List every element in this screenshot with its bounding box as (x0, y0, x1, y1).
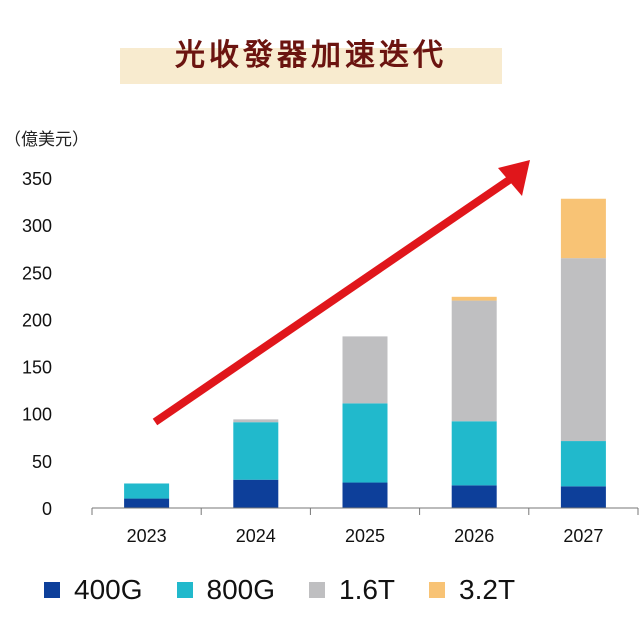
bar-2023-400G (124, 498, 170, 508)
y-axis: 0 50 100 150 200 250 300 350 (22, 169, 52, 519)
trend-arrow-head (498, 160, 530, 196)
legend-swatch (309, 582, 325, 598)
bar-2026-1_6T (451, 300, 497, 422)
y-tick-label: 300 (22, 216, 52, 236)
chart-title: 光收發器加速迭代 (175, 38, 447, 73)
legend-label: 1.6T (339, 574, 396, 605)
legend-swatch (429, 582, 446, 598)
y-tick-label: 100 (22, 405, 52, 425)
bars (124, 198, 606, 508)
bar-2026-3_2T (451, 296, 497, 301)
y-tick-label: 250 (22, 263, 52, 283)
legend-label: 3.2T (459, 574, 516, 605)
y-tick-label: 150 (22, 358, 52, 378)
bar-2024-400G (233, 479, 279, 508)
bar-2025-400G (342, 482, 388, 508)
bar-2023-800G (124, 483, 170, 499)
bar-2025-1_6T (342, 336, 388, 404)
legend-swatch (176, 582, 193, 598)
title-band (120, 48, 502, 84)
trend-arrow (152, 160, 530, 426)
x-axis: 2023 2024 2025 2026 2027 (91, 508, 639, 546)
bar-2027-3_2T (560, 198, 606, 259)
bar-2027-800G (560, 441, 606, 487)
bar-2025-800G (342, 403, 388, 483)
unit-label: （億美元） (4, 130, 89, 150)
legend-item-3_2T: 3.2T (429, 574, 515, 606)
bar-2027-400G (560, 486, 606, 508)
bar-2024-1_6T (233, 419, 279, 423)
y-tick-label: 50 (32, 452, 52, 472)
bar-2026-800G (451, 421, 497, 486)
x-tick-label: 2023 (127, 526, 167, 546)
y-tick-label: 200 (22, 310, 52, 330)
legend-swatch (44, 582, 60, 598)
legend-item-1_6T: 1.6T (309, 574, 395, 606)
legend-item-400G: 400G (44, 574, 143, 606)
x-tick-label: 2025 (345, 526, 385, 546)
legend-label: 400G (74, 574, 143, 605)
bar-2027-1_6T (560, 258, 606, 442)
y-tick-label: 350 (22, 169, 52, 189)
bar-2026-400G (451, 485, 497, 508)
legend: 400G 800G 1.6T 3.2T (44, 570, 549, 610)
x-tick-label: 2027 (563, 526, 603, 546)
bar-2024-800G (233, 422, 279, 480)
x-tick-label: 2026 (454, 526, 494, 546)
legend-label: 800G (206, 574, 276, 605)
x-tick-label: 2024 (236, 526, 276, 546)
trend-arrow-shaft (152, 174, 515, 426)
y-tick-label: 0 (42, 499, 52, 519)
legend-item-800G: 800G (176, 574, 276, 606)
